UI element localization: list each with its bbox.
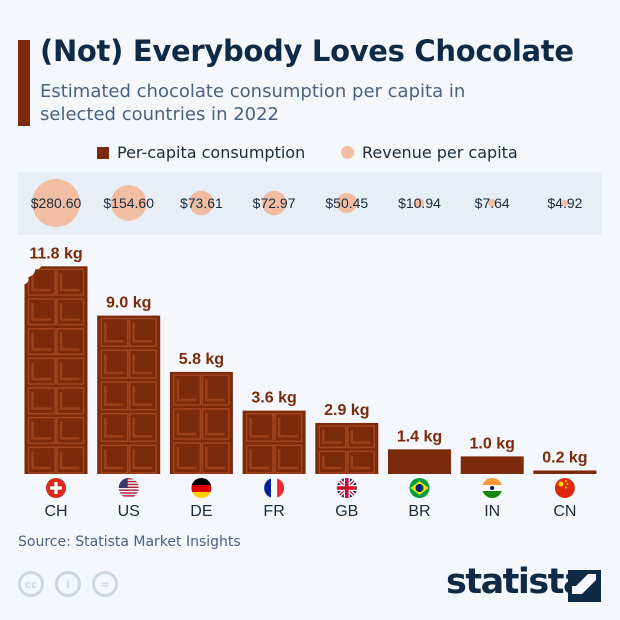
title-accent-bar bbox=[18, 40, 30, 126]
legend-item-revenue: Revenue per capita bbox=[341, 143, 518, 162]
consumption-bar bbox=[242, 410, 306, 474]
consumption-label: 9.0 kg bbox=[106, 295, 151, 312]
switzerland-flag-icon bbox=[46, 478, 66, 498]
germany-flag-icon bbox=[191, 478, 212, 498]
country-label: DE bbox=[190, 503, 212, 520]
india-flag-icon bbox=[482, 478, 503, 498]
legend-label: Revenue per capita bbox=[362, 143, 518, 162]
country-label: BR bbox=[408, 503, 430, 520]
consumption-bar bbox=[388, 449, 451, 474]
consumption-label: 1.0 kg bbox=[470, 435, 515, 452]
country-label: CN bbox=[553, 503, 576, 520]
revenue-label: $50.45 bbox=[325, 195, 368, 211]
by-icon: i bbox=[55, 571, 81, 597]
china-flag-icon bbox=[554, 478, 575, 498]
country-label: FR bbox=[263, 503, 284, 520]
subtitle: Estimated chocolate consumption per capi… bbox=[40, 81, 466, 125]
revenue-bubble bbox=[189, 190, 214, 216]
consumption-label: 5.8 kg bbox=[179, 351, 224, 368]
consumption-bar bbox=[17, 259, 88, 474]
france-flag-icon bbox=[264, 478, 285, 498]
usa-flag-icon bbox=[118, 478, 139, 497]
revenue-bubble bbox=[110, 185, 147, 221]
revenue-label: $154.60 bbox=[103, 195, 154, 211]
consumption-label: 1.4 kg bbox=[397, 428, 442, 445]
legend-swatch-circle bbox=[341, 146, 354, 159]
consumption-label: 2.9 kg bbox=[324, 402, 369, 419]
revenue-label: $4.92 bbox=[547, 195, 582, 211]
country-label: IN bbox=[484, 503, 500, 520]
consumption-bar bbox=[169, 371, 233, 474]
consumption-bar bbox=[97, 315, 161, 474]
revenue-bubble bbox=[488, 199, 497, 207]
uk-flag-icon bbox=[336, 478, 357, 498]
legend-label: Per-capita consumption bbox=[117, 143, 306, 162]
consumption-bar bbox=[533, 470, 597, 474]
revenue-label: $72.97 bbox=[253, 195, 296, 211]
nd-icon: = bbox=[92, 571, 118, 597]
revenue-label: $280.60 bbox=[31, 195, 82, 211]
consumption-bar bbox=[460, 456, 524, 474]
page-title: (Not) Everybody Loves Chocolate bbox=[40, 34, 574, 68]
revenue-bubble bbox=[32, 179, 80, 227]
revenue-label: $7.64 bbox=[475, 195, 510, 211]
legend-item-consumption: Per-capita consumption bbox=[97, 143, 305, 162]
consumption-label: 0.2 kg bbox=[542, 449, 587, 466]
statista-logo-mark bbox=[568, 570, 601, 602]
country-label: GB bbox=[335, 503, 358, 520]
consumption-label: 11.8 kg bbox=[29, 245, 82, 262]
brazil-flag-icon bbox=[409, 478, 430, 498]
revenue-label: $10.94 bbox=[398, 195, 441, 211]
revenue-bubble bbox=[414, 198, 425, 208]
country-label: US bbox=[118, 503, 140, 520]
cc-icon: cc bbox=[18, 571, 44, 597]
revenue-label: $73.61 bbox=[180, 195, 223, 211]
country-label: CH bbox=[44, 503, 67, 520]
consumption-label: 3.6 kg bbox=[251, 390, 296, 407]
consumption-bar bbox=[315, 422, 379, 474]
revenue-bubble bbox=[561, 199, 569, 207]
legend-swatch-square bbox=[97, 146, 109, 159]
revenue-bubble bbox=[336, 192, 357, 214]
statista-logo: statista bbox=[446, 562, 587, 602]
source-note: Source: Statista Market Insights bbox=[18, 534, 241, 550]
revenue-bubble bbox=[261, 190, 287, 216]
